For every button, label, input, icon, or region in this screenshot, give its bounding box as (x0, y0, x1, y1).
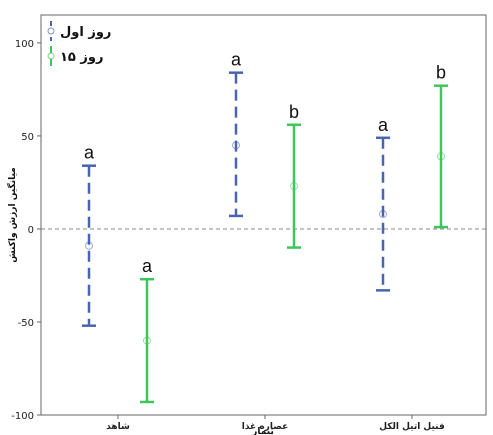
significance-label: a (84, 143, 95, 163)
y-tick-label: -50 (18, 318, 34, 329)
significance-label: a (231, 50, 242, 70)
legend-label: روز اول (60, 25, 111, 40)
error-bar: a (376, 115, 390, 292)
error-bar: a (229, 50, 243, 218)
mean-point (232, 141, 240, 150)
legend-label: روز ۱۵ (60, 50, 103, 65)
x-tick-label: فنیل اتیل الکل (379, 422, 445, 432)
mean-point (85, 241, 93, 250)
legend-marker (47, 52, 55, 60)
mean-point (437, 152, 445, 161)
error-bar: b (434, 63, 448, 229)
y-tick-label: 50 (21, 132, 34, 143)
legend-marker (47, 27, 55, 35)
x-tick-label: عصاره غذا (242, 422, 288, 432)
x-tick-label: شاهد (106, 422, 130, 432)
error-bars: a a a a b b (82, 50, 448, 404)
y-tick-label: 0 (28, 225, 34, 236)
error-bar: b (287, 102, 301, 249)
y-axis-title: میانگین ارزش واکنش (6, 167, 18, 262)
plot-frame (40, 14, 487, 416)
mean-point (379, 210, 387, 219)
error-bar: a (140, 256, 154, 404)
significance-label: a (378, 115, 389, 135)
significance-label: a (142, 256, 153, 276)
mean-point (143, 336, 151, 345)
significance-label: b (436, 63, 446, 83)
y-tick-label: -100 (11, 411, 34, 422)
significance-label: b (289, 102, 299, 122)
error-bar: a (82, 143, 96, 327)
legend: روز اول روز ۱۵ (47, 21, 111, 66)
x-axis-title: تیمار (251, 427, 274, 435)
y-axis-ticks: -100 -50 0 50 100 (11, 39, 41, 422)
x-axis-ticks: شاهد عصاره غذا فنیل اتیل الکل (106, 415, 445, 432)
mean-point (290, 182, 298, 191)
y-tick-label: 100 (15, 39, 34, 50)
